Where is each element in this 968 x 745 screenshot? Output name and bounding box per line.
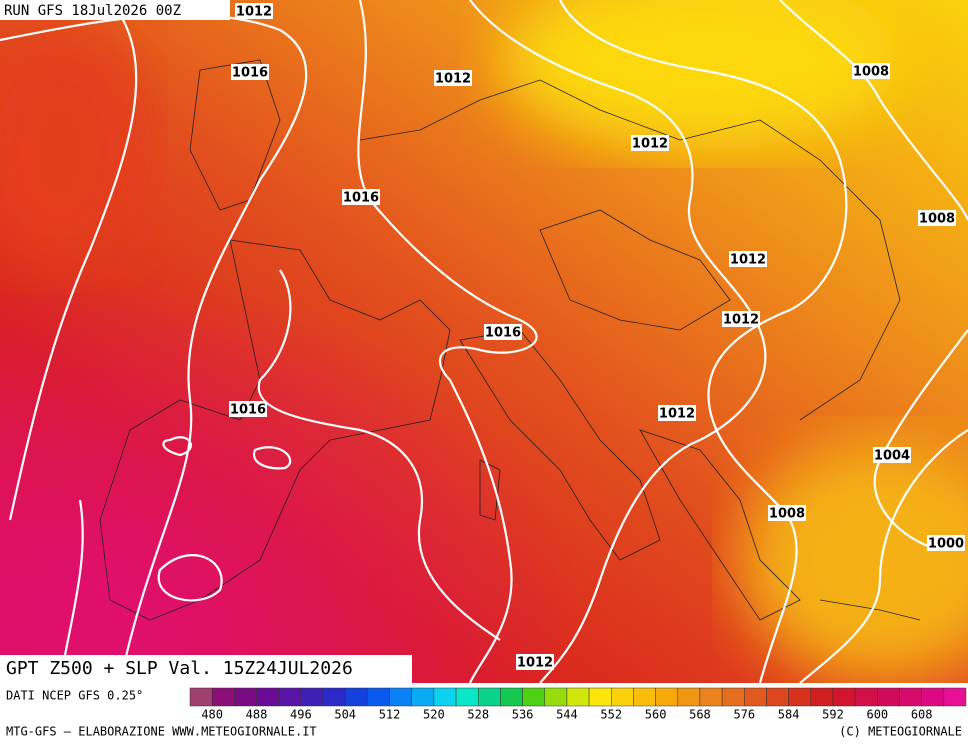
coastlines: [99, 59, 921, 621]
field-box: [0, 655, 412, 683]
colorbar-label: 504: [334, 708, 356, 722]
isobar-label-box: [434, 70, 472, 86]
colorbar-swatch: [655, 687, 679, 707]
colorbar: 480 488 496 504 512 520 528 536 544 552 560 568 576 5…: [189, 687, 967, 722]
isobar-label: 1012: [659, 407, 695, 422]
colorbar-swatch: [566, 687, 590, 707]
colorbar-swatch: [766, 687, 789, 707]
isobar-label: 1008: [919, 212, 955, 227]
colorbar-swatch: [234, 687, 257, 707]
colorbar-swatch: [367, 687, 390, 707]
colorbar-swatch: [788, 687, 812, 707]
colorbar-swatch: [677, 687, 701, 707]
colorbar-swatch: [189, 687, 213, 707]
colorbar-label: 584: [778, 708, 800, 722]
colorbar-swatch: [877, 687, 900, 707]
isobar-label-box: [722, 311, 760, 327]
isobar-label: 1012: [632, 137, 668, 152]
isobar-label: 1004: [874, 449, 910, 464]
colorbar-swatch: [943, 687, 967, 707]
isobar-label: 1012: [236, 5, 272, 20]
isobar-label-box: [235, 3, 273, 19]
isobar-label: 1016: [232, 66, 268, 81]
colorbar-swatch: [832, 687, 856, 707]
colorbar-swatch: [921, 687, 945, 707]
isobar-label-box: [516, 654, 554, 670]
map-field: [0, 0, 968, 683]
colorbar-label: 552: [600, 708, 622, 722]
isobar-labels: 1012 1016 1012 1008 1012 1016 1008 1012 1012 1016…: [229, 3, 965, 671]
colorbar-swatch: [611, 687, 634, 707]
colorbar-swatch: [588, 687, 612, 707]
isobar-label: 1008: [853, 65, 889, 80]
title-box: [0, 0, 230, 20]
colorbar-label: 608: [911, 708, 933, 722]
colorbar-label: 528: [467, 708, 489, 722]
isobar-label-box: [768, 505, 806, 521]
colorbar-label: 592: [822, 708, 844, 722]
colorbar-swatch: [411, 687, 435, 707]
colorbar-label: 536: [512, 708, 534, 722]
colorbar-swatch: [433, 687, 457, 707]
colorbar-label: 512: [379, 708, 401, 722]
colorbar-label: 600: [866, 708, 888, 722]
colorbar-swatch: [477, 687, 501, 707]
isobar-label: 1016: [343, 191, 379, 206]
colorbar-swatch: [744, 687, 767, 707]
isobar-label: 1012: [723, 313, 759, 328]
isobar-label: 1016: [230, 403, 266, 418]
isobar-label: 1012: [517, 656, 553, 671]
colorbar-swatch: [633, 687, 656, 707]
colorbar-label: 480: [201, 708, 223, 722]
colorbar-swatch: [211, 687, 235, 707]
isobar-label-box: [873, 447, 911, 463]
colorbar-label: 544: [556, 708, 578, 722]
colorbar-label: 488: [246, 708, 268, 722]
colorbar-label: 576: [733, 708, 755, 722]
colorbar-swatch: [854, 687, 878, 707]
colorbar-swatch: [344, 687, 368, 707]
isobar-label-box: [658, 405, 696, 421]
run-title: RUN GFS 18Jul2026 00Z: [4, 3, 181, 19]
field-title: GPT Z500 + SLP Val. 15Z24JUL2026: [6, 658, 353, 679]
isobar-label: 1012: [730, 253, 766, 268]
colorbar-swatch: [544, 687, 568, 707]
colorbar-swatch: [389, 687, 412, 707]
copyright: (C) METEOGIORNALE: [839, 725, 962, 739]
colorbar-swatch: [810, 687, 834, 707]
colorbar-swatch: [500, 687, 523, 707]
colorbar-label: 568: [689, 708, 711, 722]
isobar-label-box: [229, 401, 267, 417]
colorbar-swatch: [455, 687, 479, 707]
colorbar-label: 520: [423, 708, 445, 722]
isobar-label-box: [927, 535, 965, 551]
colorbar-swatch: [899, 687, 922, 707]
isobar-label-box: [729, 251, 767, 267]
colorbar-swatch: [256, 687, 279, 707]
data-source: DATI NCEP GFS 0.25°: [6, 689, 143, 703]
colorbar-label: 496: [290, 708, 312, 722]
colorbar-swatch: [278, 687, 302, 707]
colorbar-swatch: [721, 687, 745, 707]
colorbar-swatch: [522, 687, 545, 707]
isobar-label: 1000: [928, 537, 964, 552]
colorbar-swatch: [300, 687, 324, 707]
isobar-label-box: [231, 64, 269, 80]
credit: MTG-GFS — ELABORAZIONE WWW.METEOGIORNALE…: [6, 725, 317, 739]
colorbar-swatch: [699, 687, 723, 707]
isobar-label-box: [484, 324, 522, 340]
isobar-label-box: [631, 135, 669, 151]
isobar-label-box: [918, 210, 956, 226]
colorbar-label: 560: [645, 708, 667, 722]
isobar-label-box: [852, 63, 890, 79]
isobar-label: 1008: [769, 507, 805, 522]
colorbar-swatch: [322, 687, 346, 707]
isobar-label: 1012: [435, 72, 471, 87]
isobar-label: 1016: [485, 326, 521, 341]
isobar-label-box: [342, 189, 380, 205]
